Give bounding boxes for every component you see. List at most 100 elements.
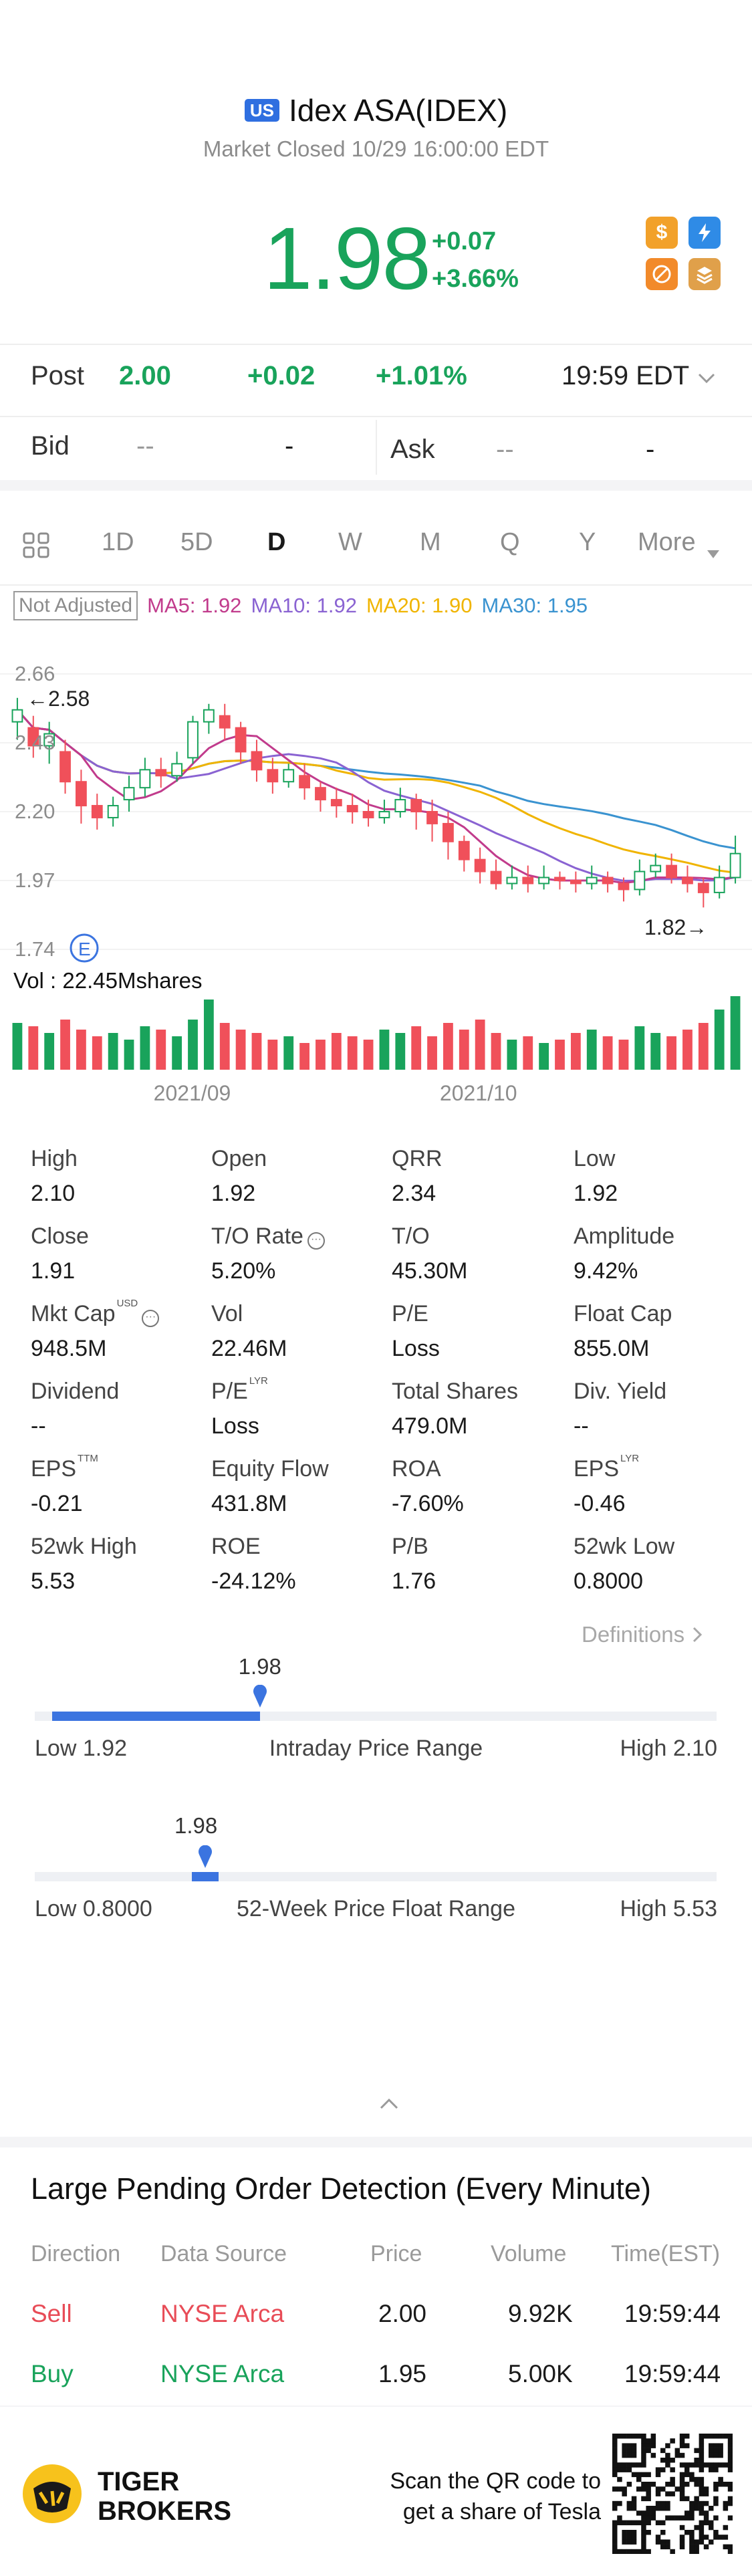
stat-label: 52wk Low <box>574 1534 675 1559</box>
low-marker: 1.82→ <box>644 915 707 939</box>
stat-value: 45.30M <box>392 1258 468 1284</box>
intraday-high: High 2.10 <box>620 1736 717 1761</box>
y-tick-label: 2.66 <box>15 662 55 685</box>
layers-icon[interactable] <box>688 258 721 290</box>
candle-body <box>697 883 709 893</box>
price-change-pct: +3.66% <box>432 265 519 293</box>
stat-value: Loss <box>211 1413 259 1439</box>
order-time: 19:59:44 <box>624 2300 721 2327</box>
stat-value: -7.60% <box>392 1491 464 1516</box>
tab-5d[interactable]: 5D <box>180 528 213 556</box>
stat-value: -- <box>574 1413 589 1439</box>
order-price: 1.95 <box>378 2360 427 2387</box>
tab-y[interactable]: Y <box>579 528 596 556</box>
stat-value: 948.5M <box>31 1336 107 1361</box>
x-tick-label: 2021/09 <box>154 1081 231 1105</box>
candle-body <box>330 799 342 807</box>
ma10-line <box>16 709 736 882</box>
divider <box>0 584 752 586</box>
caret-down-icon[interactable] <box>706 538 721 566</box>
volume-bar <box>251 1033 262 1070</box>
tab-m[interactable]: M <box>420 528 441 556</box>
volume-bar <box>427 1036 437 1070</box>
post-change: +0.02 <box>247 361 316 390</box>
candle-body <box>123 787 135 801</box>
tab-w[interactable]: W <box>338 528 362 556</box>
lightning-icon[interactable] <box>688 217 721 249</box>
definitions-link[interactable]: Definitions <box>582 1622 704 1647</box>
stat-label: Close <box>31 1223 89 1249</box>
stat-label: T/O Rate ··· <box>211 1223 325 1250</box>
volume-bar <box>299 1043 309 1070</box>
tiger-logo-icon <box>23 2464 82 2523</box>
orders-header-volume: Volume <box>491 2241 567 2266</box>
stat-label: Div. Yield <box>574 1379 667 1404</box>
stat-value: -0.21 <box>31 1491 83 1516</box>
dollar-icon[interactable]: $ <box>646 217 678 249</box>
x-tick-label: 2021/10 <box>440 1081 517 1105</box>
adjust-toggle[interactable]: Not Adjusted <box>13 591 138 620</box>
stat-label: ROE <box>211 1534 261 1559</box>
intraday-title: Intraday Price Range <box>269 1736 483 1761</box>
order-direction: Sell <box>31 2300 72 2327</box>
candlestick-chart[interactable]: 2.66 2.43 2.20 1.97 1.74 E ←2.58 1.82→ Vol : 22.… <box>0 642 752 1110</box>
candle-body <box>59 751 71 783</box>
ma10-label: MA10: 1.92 <box>251 594 357 617</box>
high-marker: ←2.58 <box>27 687 90 711</box>
candle-body <box>443 822 454 842</box>
info-icon[interactable]: ··· <box>142 1310 160 1327</box>
y-tick-label: 2.43 <box>15 731 55 754</box>
volume-bar <box>634 1026 645 1070</box>
tab-q[interactable]: Q <box>500 528 520 556</box>
order-time: 19:59:44 <box>624 2360 721 2387</box>
e-info-icon <box>70 933 99 963</box>
post-label: Post <box>31 361 85 390</box>
post-market-row[interactable]: Post 2.00 +0.02 +1.01% 19:59 EDT <box>0 361 752 400</box>
grid-icon[interactable] <box>21 530 52 567</box>
candle-body <box>362 811 374 818</box>
no-fee-icon[interactable] <box>646 258 678 290</box>
ask-label: Ask <box>390 435 435 464</box>
bid-size: - <box>285 431 294 461</box>
stat-value: 0.8000 <box>574 1568 643 1594</box>
stat-value: -- <box>31 1413 46 1439</box>
volume-bar <box>188 1020 198 1070</box>
candle-body <box>91 805 103 818</box>
stat-value: 1.92 <box>211 1181 256 1206</box>
volume-bar <box>379 1030 390 1070</box>
candle-body <box>394 799 406 813</box>
stat-value: 431.8M <box>211 1491 287 1516</box>
post-change-pct: +1.01% <box>376 361 467 390</box>
section-divider <box>0 2137 752 2147</box>
volume-bar <box>475 1020 485 1070</box>
bid-price: -- <box>136 431 154 461</box>
stat-label: P/B <box>392 1534 428 1559</box>
ma5-label: MA5: 1.92 <box>147 594 242 617</box>
volume-bar <box>92 1036 102 1070</box>
stat-label: EPS LYR <box>574 1453 640 1482</box>
volume-bar <box>555 1040 565 1070</box>
tab-1d[interactable]: 1D <box>102 528 134 556</box>
tab-more[interactable]: More <box>638 528 696 556</box>
post-price: 2.00 <box>119 361 171 390</box>
info-icon[interactable]: ··· <box>307 1232 325 1250</box>
ma-legend: Not Adjusted MA5: 1.92 MA10: 1.92 MA20: … <box>13 591 588 620</box>
week52-title: 52-Week Price Float Range <box>236 1896 515 1921</box>
week52-low: Low 0.8000 <box>35 1896 152 1921</box>
volume-bar <box>618 1040 629 1070</box>
stat-value: 1.91 <box>31 1258 76 1284</box>
stat-label: Vol <box>211 1301 243 1326</box>
y-tick-label: 1.74 <box>15 937 55 961</box>
tab-d[interactable]: D <box>267 528 286 556</box>
order-volume: 9.92K <box>508 2300 573 2327</box>
volume-bar <box>235 1030 246 1070</box>
chevron-down-icon[interactable] <box>695 365 718 395</box>
title-row: US Idex ASA(IDEX) <box>0 92 752 128</box>
candle-body <box>538 876 550 885</box>
ma20-label: MA20: 1.90 <box>366 594 473 617</box>
stat-label: Low <box>574 1146 616 1171</box>
candle-body <box>650 864 662 872</box>
volume-bar <box>267 1040 278 1070</box>
chevron-up-icon[interactable] <box>378 2097 400 2111</box>
week52-pin-icon <box>199 1845 212 1868</box>
